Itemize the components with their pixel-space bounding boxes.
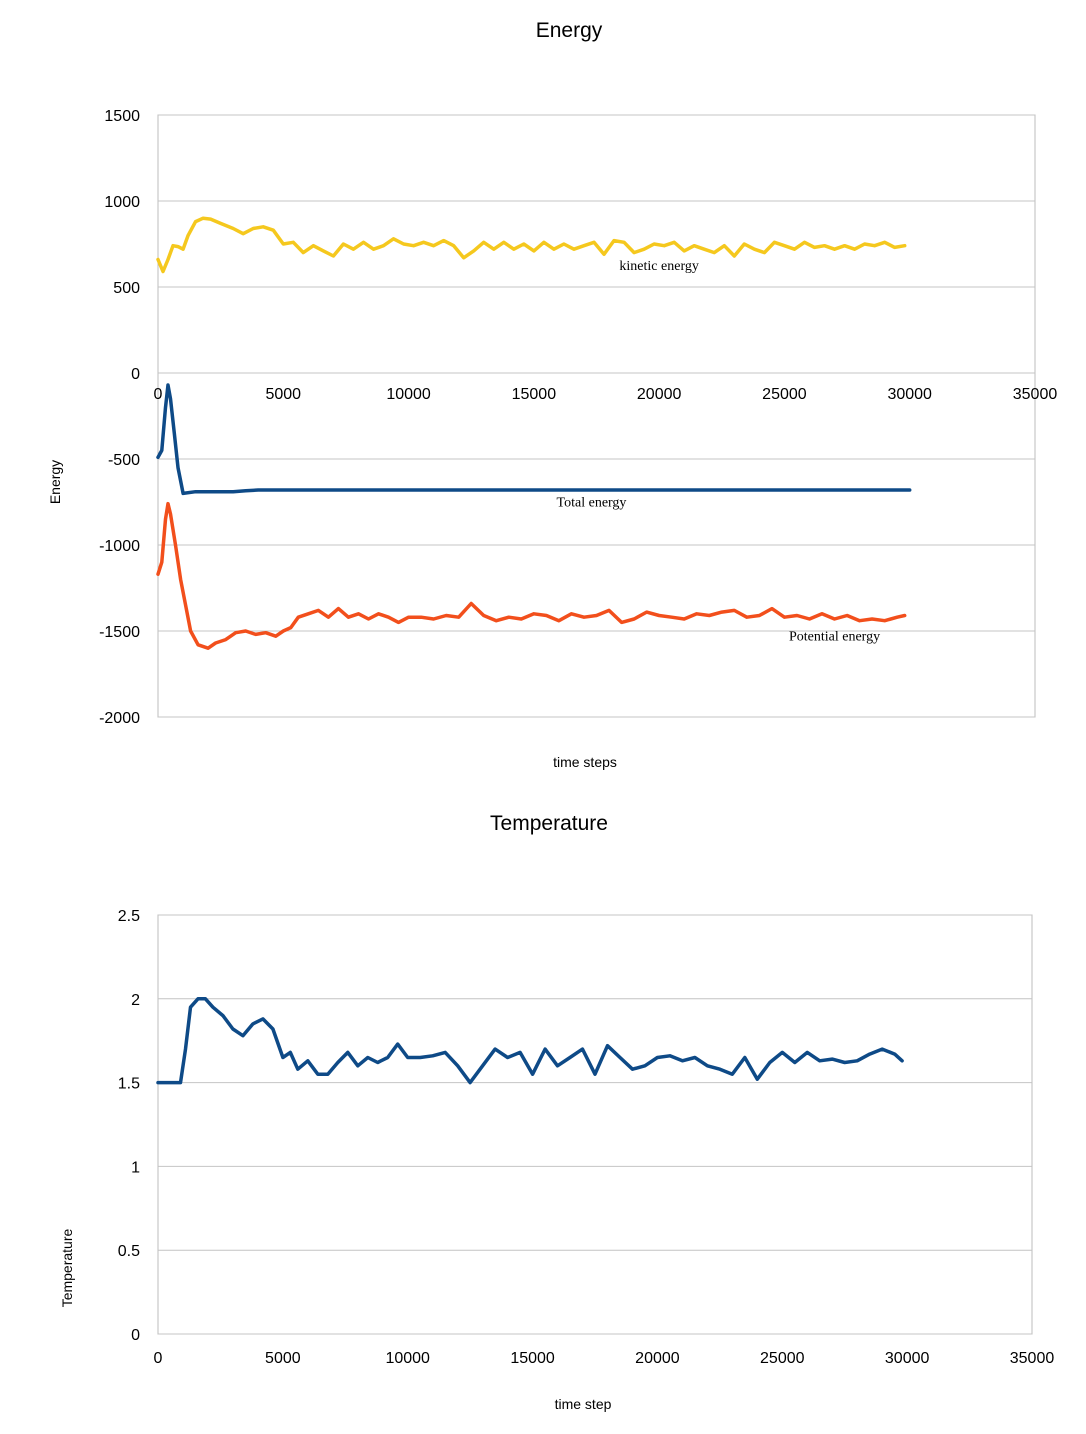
energy-y-tick-label: 1500 [104, 108, 140, 125]
energy-x-ticks: 0 5000 10000 15000 20000 25000 30000 35000 [154, 386, 1058, 403]
energy-y-tick-label: 1000 [104, 194, 140, 211]
temperature-chart-title: Temperature [490, 812, 608, 835]
potential-energy-label: Potential energy [789, 629, 880, 644]
temperature-y-tick-label: 1 [131, 1159, 140, 1176]
energy-x-tick-label: 20000 [637, 386, 682, 403]
total-energy-line [156, 383, 912, 496]
temperature-x-tick-label: 30000 [885, 1350, 930, 1367]
temperature-plot-area [157, 914, 1033, 1335]
energy-y-axis-label: Energy [47, 460, 63, 504]
temperature-x-ticks: 0 5000 10000 15000 20000 25000 30000 35000 [154, 1350, 1055, 1367]
energy-x-tick-label: 25000 [762, 386, 807, 403]
temperature-y-tick-label: 2 [131, 992, 140, 1009]
temperature-y-ticks: 2.5 2 1.5 1 0.5 0 [118, 908, 140, 1344]
kinetic-energy-line [156, 216, 907, 274]
temperature-chart: Temperature 2.5 2 1.5 1 0.5 0 0 5000 10000 15000… [59, 812, 1054, 1412]
temperature-x-tick-label: 25000 [760, 1350, 805, 1367]
temperature-y-tick-label: 0 [131, 1327, 140, 1344]
potential-energy-line [156, 501, 907, 650]
temperature-line [156, 997, 904, 1085]
energy-y-tick-label: -1500 [99, 624, 140, 641]
energy-x-tick-label: 0 [154, 386, 163, 403]
temperature-x-tick-label: 20000 [635, 1350, 680, 1367]
energy-y-tick-label: 0 [131, 366, 140, 383]
temperature-y-tick-label: 2.5 [118, 908, 140, 925]
temperature-y-axis-label: Temperature [59, 1228, 75, 1307]
energy-x-tick-label: 30000 [887, 386, 932, 403]
temperature-series-lines [156, 997, 904, 1085]
energy-y-tick-label: 500 [113, 280, 140, 297]
energy-x-tick-label: 15000 [512, 386, 557, 403]
energy-x-axis-label: time steps [553, 754, 617, 770]
energy-x-tick-label: 5000 [265, 386, 301, 403]
temperature-x-tick-label: 5000 [265, 1350, 301, 1367]
energy-x-tick-label: 10000 [386, 386, 431, 403]
energy-series-lines [156, 216, 912, 650]
temperature-x-tick-label: 15000 [510, 1350, 555, 1367]
energy-gridlines [158, 114, 1035, 718]
temperature-x-tick-label: 35000 [1010, 1350, 1055, 1367]
total-energy-label: Total energy [557, 495, 627, 510]
kinetic-energy-label: kinetic energy [619, 259, 698, 274]
energy-series-labels: kinetic energy Total energy Potential ener… [557, 259, 881, 645]
energy-y-tick-label: -500 [108, 452, 140, 469]
temperature-y-tick-label: 0.5 [118, 1243, 140, 1260]
energy-x-tick-label: 35000 [1013, 386, 1058, 403]
energy-y-tick-label: -1000 [99, 538, 140, 555]
temperature-x-tick-label: 10000 [385, 1350, 430, 1367]
energy-chart-title: Energy [536, 19, 603, 42]
temperature-gridlines [158, 914, 1032, 1335]
energy-y-tick-label: -2000 [99, 710, 140, 727]
energy-y-ticks: 1500 1000 500 0 -500 -1000 -1500 -2000 [99, 108, 140, 727]
temperature-y-tick-label: 1.5 [118, 1076, 140, 1093]
temperature-x-tick-label: 0 [154, 1350, 163, 1367]
temperature-x-axis-label: time step [555, 1396, 612, 1412]
